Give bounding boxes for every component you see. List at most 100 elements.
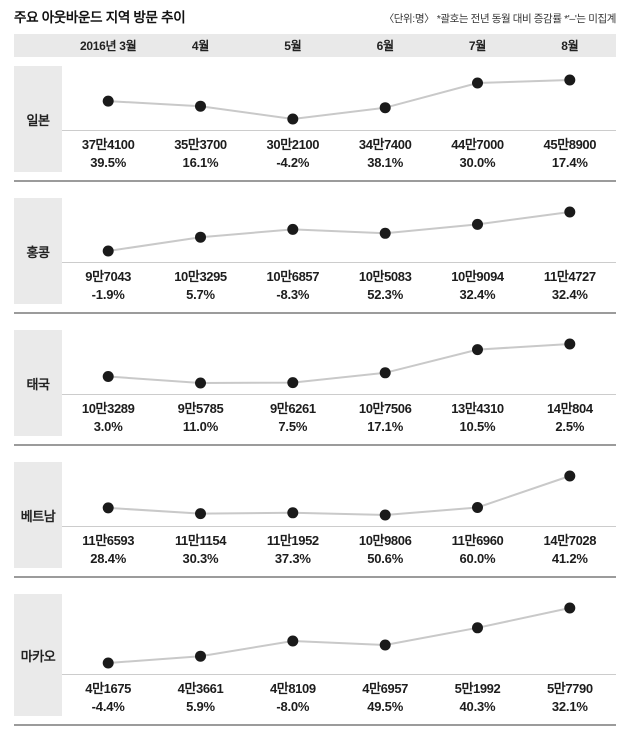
pct-change: -4.2% (276, 155, 310, 170)
visitor-count: 10만3289 (81, 401, 135, 416)
data-point-cell: 11만6960 60.0% (431, 532, 523, 568)
data-point-dot (195, 650, 206, 662)
data-point-cell: 14만7028 41.2% (524, 532, 616, 568)
month-header-cell: 5월 (284, 39, 302, 53)
chart-column: 11만6593 28.4% 11만1154 30.3% 11만1952 37.3% 10만9… (62, 462, 616, 568)
pct-change: 49.5% (367, 699, 404, 714)
values-row: 4만1675 -4.4% 4만3661 5.9% 4만8109 -8.0% 4만6957 49… (62, 675, 616, 716)
trend-line (108, 475, 571, 517)
visitor-count: 11만6593 (82, 533, 135, 548)
data-point-cell: 14만804 2.5% (524, 400, 616, 436)
data-point-cell: 10만9094 32.4% (431, 268, 523, 304)
data-point-dot (287, 635, 299, 647)
pct-change: 41.2% (551, 551, 588, 566)
data-point-cell: 11만1952 37.3% (247, 532, 339, 568)
pct-change: -4.4% (91, 699, 125, 714)
month-header-cell: 8월 (561, 39, 579, 53)
line-chart (62, 198, 616, 263)
data-point-cell: 9만6261 7.5% (247, 400, 339, 436)
data-point-dot (287, 223, 299, 235)
values-row: 11만6593 28.4% 11만1154 30.3% 11만1952 37.3% 10만9… (62, 527, 616, 568)
visitor-count: 5만1992 (454, 681, 501, 696)
pct-change: 5.9% (186, 699, 215, 714)
chart-column: 37만4100 39.5% 35만3700 16.1% 30만2100 -4.2% 34만7… (62, 66, 616, 172)
trend-line (108, 79, 570, 121)
region-block: 베트남 11만6593 28.4% 11만1154 30.3% 11만1952 37.3% 1… (14, 462, 616, 578)
data-point-dot (287, 507, 299, 519)
data-point-dot (472, 622, 483, 634)
header-row: 주요 아웃바운드 지역 방문 추이 〈단위:명〉 *괄호는 전년 동월 대비 증… (14, 6, 616, 30)
data-point-cell: 4만3661 5.9% (154, 680, 246, 716)
pct-change: 32.4% (551, 287, 588, 302)
data-point-dot (287, 377, 299, 389)
data-point-dot (564, 338, 576, 350)
visitor-count: 4만3661 (177, 681, 224, 696)
line-chart-svg (102, 602, 576, 669)
region-block: 마카오 4만1675 -4.4% 4만3661 5.9% 4만8109 -8.0% 4만695… (14, 594, 616, 726)
unit-note: 〈단위:명〉 *괄호는 전년 동월 대비 증감률 *'–'는 미집계 (383, 13, 617, 25)
data-point-dot (564, 470, 576, 482)
pct-change: 60.0% (459, 551, 496, 566)
visitor-count: 10만5083 (358, 269, 412, 284)
region-label: 태국 (14, 330, 62, 436)
data-point-dot (195, 231, 206, 243)
month-header-cells: 2016년 3월 4월 5월 6월 7월 8월 (62, 37, 616, 54)
month-header-cell: 7월 (468, 39, 487, 53)
visitor-count: 10만6857 (266, 269, 320, 284)
pct-change: 37.3% (274, 551, 311, 566)
region-block: 일본 37만4100 39.5% 35만3700 16.1% 30만2100 -4.2% 34… (14, 66, 616, 182)
line-chart (62, 66, 616, 131)
pct-change: 30.0% (459, 155, 496, 170)
pct-change: 40.3% (459, 699, 496, 714)
chart-column: 4만1675 -4.4% 4만3661 5.9% 4만8109 -8.0% 4만6957 49… (62, 594, 616, 716)
data-point-dot (472, 77, 483, 89)
trend-line (108, 343, 570, 385)
pct-change: 10.5% (459, 419, 496, 434)
data-point-dot (472, 344, 483, 356)
visitor-count: 10만9806 (358, 533, 412, 548)
pct-change: 17.4% (551, 155, 588, 170)
month-header-cell: 2016년 3월 (79, 39, 137, 53)
visitor-count: 13만4310 (451, 401, 504, 416)
data-point-dot (472, 502, 483, 513)
pct-change: 3.0% (93, 419, 123, 434)
data-point-dot (102, 502, 114, 514)
region-label: 홍콩 (14, 198, 62, 304)
visitor-count: 9만6261 (269, 401, 316, 416)
visitor-count: 11만1154 (174, 533, 227, 548)
visitor-count: 4만8109 (269, 681, 316, 696)
visitor-count: 4만1675 (85, 681, 132, 696)
data-point-cell: 5만1992 40.3% (431, 680, 523, 716)
pct-change: 32.4% (459, 287, 496, 302)
line-chart-svg (102, 338, 576, 389)
visitor-count: 11만4727 (543, 269, 596, 284)
visitor-count: 45만8900 (543, 137, 597, 152)
region-block: 홍콩 9만7043 -1.9% 10만3295 5.7% 10만6857 -8.3% 10만5… (14, 198, 616, 314)
data-point-dot (379, 102, 391, 114)
data-point-dot (102, 657, 114, 669)
line-chart (62, 594, 616, 675)
visitor-count: 10만9094 (451, 269, 504, 284)
pct-change: 52.3% (367, 287, 404, 302)
data-point-cell: 9만5785 11.0% (154, 400, 246, 436)
pct-change: -8.0% (276, 699, 310, 714)
trend-line (108, 607, 571, 664)
visitor-count: 10만3295 (174, 269, 227, 284)
data-point-dot (379, 227, 391, 239)
values-row: 10만3289 3.0% 9만5785 11.0% 9만6261 7.5% 10만7506 1… (62, 395, 616, 436)
data-point-dot (564, 602, 576, 614)
data-point-dot (379, 367, 391, 379)
visitor-count: 14만804 (546, 401, 593, 416)
data-point-dot (102, 371, 114, 382)
visitor-count: 10만7506 (358, 401, 412, 416)
pct-change: -1.9% (91, 287, 125, 302)
data-point-dot (195, 508, 206, 520)
chart-column: 9만7043 -1.9% 10만3295 5.7% 10만6857 -8.3% 10만508… (62, 198, 616, 304)
data-point-cell: 37만4100 39.5% (62, 136, 154, 172)
month-header-bar: 2016년 3월 4월 5월 6월 7월 8월 (14, 34, 616, 57)
region-blocks: 일본 37만4100 39.5% 35만3700 16.1% 30만2100 -4.2% 34… (14, 66, 616, 726)
data-point-cell: 10만9806 50.6% (339, 532, 431, 568)
chart-column: 10만3289 3.0% 9만5785 11.0% 9만6261 7.5% 10만7506 1… (62, 330, 616, 436)
data-point-dot (379, 509, 391, 521)
data-point-cell: 35만3700 16.1% (154, 136, 246, 172)
